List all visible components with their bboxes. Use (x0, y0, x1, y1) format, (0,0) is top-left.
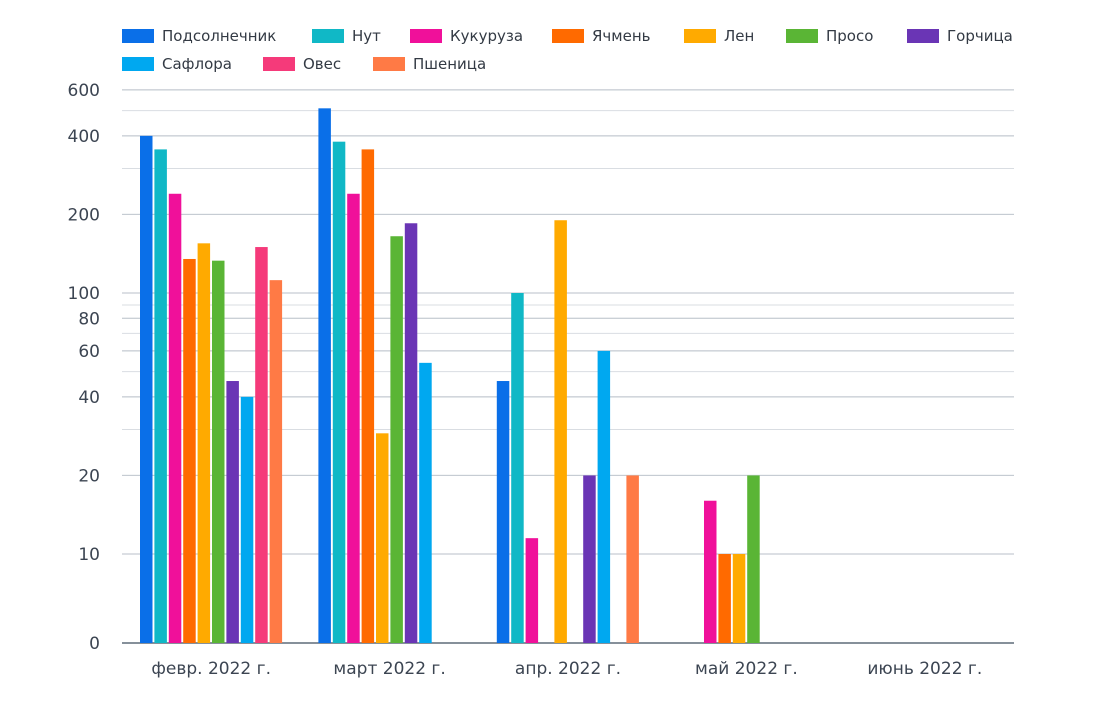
bar (347, 193, 360, 643)
bar (197, 243, 211, 643)
bar (626, 475, 639, 643)
bar (404, 223, 418, 643)
y-tick-label: 600 (68, 81, 100, 101)
legend-item[interactable]: Нут (312, 26, 381, 46)
legend-swatch (312, 29, 344, 43)
legend-item[interactable]: Кукуруза (410, 26, 523, 46)
legend-item[interactable]: Подсолнечник (122, 26, 276, 46)
legend-item[interactable]: Ячмень (552, 26, 650, 46)
x-tick-label: июнь 2022 г. (867, 659, 982, 679)
legend-item[interactable]: Просо (786, 26, 873, 46)
legend-swatch (263, 57, 295, 71)
bar (376, 433, 389, 643)
bar (154, 149, 167, 644)
bar (718, 554, 731, 643)
legend-label: Овес (303, 55, 342, 73)
y-tick-label: 10 (78, 545, 100, 565)
bar (597, 350, 611, 643)
legend-swatch (410, 29, 442, 43)
y-tick-label: 80 (78, 309, 100, 329)
x-tick-label: май 2022 г. (695, 659, 798, 679)
legend-item[interactable]: Пшеница (373, 54, 486, 74)
legend-item[interactable]: Овес (263, 54, 341, 74)
y-tick-label: 100 (68, 284, 100, 304)
legend-swatch (373, 57, 405, 71)
bar (511, 293, 524, 643)
bar (732, 554, 746, 643)
legend-label: Горчица (947, 27, 1013, 45)
x-tick-label: март 2022 г. (333, 659, 445, 679)
bar (269, 280, 283, 643)
bar (255, 247, 268, 644)
y-tick-label: 0 (89, 634, 100, 654)
legend-label: Подсолнечник (162, 27, 277, 45)
legend-swatch (786, 29, 818, 43)
bar (168, 193, 182, 643)
legend-swatch (552, 29, 584, 43)
x-tick-label: февр. 2022 г. (151, 659, 271, 679)
bar (525, 538, 539, 643)
bar (496, 381, 510, 643)
y-tick-label: 400 (68, 127, 100, 147)
legend-label: Кукуруза (450, 27, 524, 45)
legend-item[interactable]: Лен (684, 26, 754, 46)
legend-swatch (684, 29, 716, 43)
bar (240, 396, 254, 643)
legend-swatch (907, 29, 939, 43)
bar (226, 381, 239, 643)
bar (704, 500, 717, 643)
bar (583, 475, 596, 643)
legend-label: Пшеница (413, 55, 487, 73)
bar (554, 220, 567, 644)
bar (390, 236, 403, 643)
y-tick-label: 40 (78, 388, 100, 408)
x-tick-label: апр. 2022 г. (515, 659, 621, 679)
legend-item[interactable]: Сафлора (122, 54, 232, 74)
bar (318, 108, 331, 644)
y-tick-label: 200 (68, 205, 100, 225)
bar (140, 135, 153, 643)
legend-label: Сафлора (162, 55, 232, 73)
bar (212, 260, 225, 643)
legend-label: Ячмень (592, 27, 651, 45)
bar (361, 149, 375, 644)
bar (747, 475, 760, 643)
legend-swatch (122, 29, 154, 43)
bar (332, 141, 346, 643)
y-tick-label: 60 (78, 342, 100, 362)
y-tick-label: 20 (78, 466, 100, 486)
legend-item[interactable]: Горчица (907, 26, 1013, 46)
legend-swatch (122, 57, 154, 71)
legend-label: Лен (724, 27, 755, 45)
legend-label: Нут (352, 27, 381, 45)
bar (183, 258, 196, 643)
legend-label: Просо (826, 27, 874, 45)
bar (419, 362, 432, 643)
